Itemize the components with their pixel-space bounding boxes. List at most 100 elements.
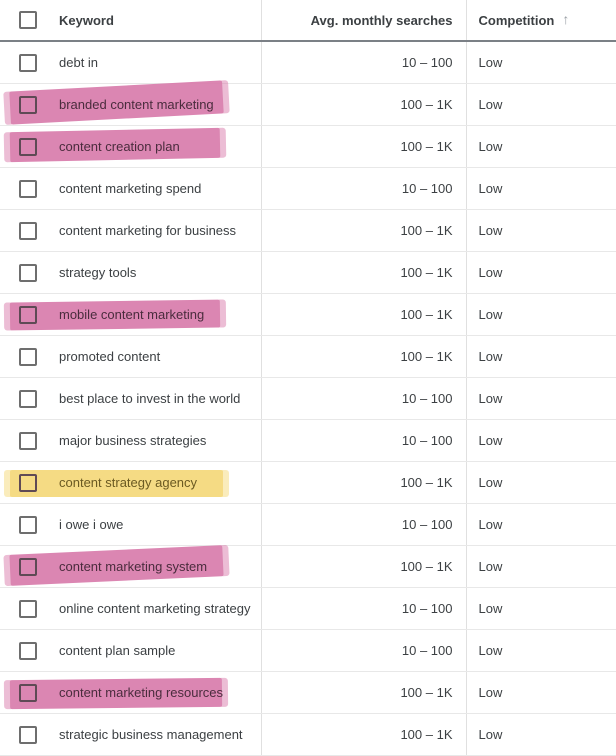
competition-value: Low	[478, 643, 503, 658]
avg-monthly-searches-value: 10 – 100	[401, 643, 453, 658]
avg-monthly-searches-value: 100 – 1K	[400, 559, 453, 574]
keyword-text: strategic business management	[59, 727, 243, 742]
cell-keyword: branded content marketing	[0, 80, 262, 126]
cell-avg-monthly-searches: 10 – 100	[261, 587, 467, 630]
table-row[interactable]: debt in 10 – 100 Low	[0, 41, 616, 84]
cell-keyword: content marketing system	[0, 545, 262, 588]
competition-value: Low	[478, 685, 503, 700]
cell-avg-monthly-searches: 100 – 1K	[261, 209, 467, 252]
table-row[interactable]: major business strategies 10 – 100 Low	[0, 419, 616, 462]
row-checkbox[interactable]	[19, 95, 37, 114]
cell-keyword: best place to invest in the world	[0, 377, 262, 420]
table-row[interactable]: content marketing resources 100 – 1K Low	[0, 671, 616, 714]
cell-avg-monthly-searches: 100 – 1K	[261, 713, 467, 756]
cell-competition: Low	[466, 713, 616, 756]
avg-monthly-searches-value: 100 – 1K	[400, 97, 453, 112]
avg-monthly-searches-value: 100 – 1K	[400, 265, 453, 280]
avg-monthly-searches-value: 100 – 1K	[400, 727, 453, 742]
table-row[interactable]: strategic business management 100 – 1K Low	[0, 713, 616, 756]
table-row[interactable]: content marketing for business 100 – 1K Lo…	[0, 209, 616, 252]
cell-avg-monthly-searches: 10 – 100	[261, 629, 467, 672]
table-row[interactable]: branded content marketing 100 – 1K Low	[0, 80, 616, 126]
row-checkbox[interactable]	[19, 305, 37, 324]
cell-competition: Low	[466, 545, 616, 588]
keyword-text: content marketing for business	[59, 223, 237, 238]
competition-value: Low	[478, 391, 503, 406]
cell-avg-monthly-searches: 10 – 100	[261, 41, 467, 84]
cell-competition: Low	[466, 629, 616, 672]
table-row[interactable]: content plan sample 10 – 100 Low	[0, 629, 616, 672]
table-row[interactable]: content marketing spend 10 – 100 Low	[0, 167, 616, 210]
row-checkbox[interactable]	[19, 53, 37, 72]
row-checkbox[interactable]	[19, 221, 37, 240]
cell-avg-monthly-searches: 100 – 1K	[261, 461, 467, 504]
row-checkbox[interactable]	[19, 557, 37, 576]
table-row[interactable]: best place to invest in the world 10 – 10…	[0, 377, 616, 420]
cell-avg-monthly-searches: 100 – 1K	[261, 545, 467, 588]
cell-keyword: debt in	[0, 41, 262, 84]
keyword-text: strategy tools	[59, 265, 137, 280]
table-row[interactable]: mobile content marketing 100 – 1K Low	[0, 293, 616, 336]
row-checkbox[interactable]	[19, 137, 37, 156]
keyword-text: content strategy agency	[59, 475, 198, 490]
cell-competition: Low	[466, 503, 616, 546]
row-checkbox[interactable]	[19, 725, 37, 744]
table-row[interactable]: content strategy agency 100 – 1K Low	[0, 461, 616, 504]
table-row[interactable]: i owe i owe 10 – 100 Low	[0, 503, 616, 546]
table-row[interactable]: content creation plan 100 – 1K Low	[0, 125, 616, 168]
row-checkbox[interactable]	[19, 683, 37, 702]
competition-value: Low	[478, 517, 503, 532]
header-cell-competition[interactable]: Competition ↑	[466, 0, 616, 42]
select-all-checkbox[interactable]	[19, 11, 37, 29]
row-checkbox[interactable]	[19, 389, 37, 408]
cell-keyword: content marketing spend	[0, 167, 262, 210]
avg-monthly-searches-value: 10 – 100	[401, 181, 453, 196]
table-row[interactable]: content marketing system 100 – 1K Low	[0, 545, 616, 588]
cell-keyword: content marketing resources	[0, 671, 262, 714]
cell-competition: Low	[466, 209, 616, 252]
avg-monthly-searches-value: 10 – 100	[401, 433, 453, 448]
competition-value: Low	[478, 349, 503, 364]
cell-competition: Low	[466, 251, 616, 294]
cell-competition: Low	[466, 671, 616, 714]
row-checkbox[interactable]	[19, 263, 37, 282]
table-header: Keyword Avg. monthly searches Competitio…	[0, 0, 616, 42]
row-checkbox[interactable]	[19, 431, 37, 450]
row-checkbox[interactable]	[19, 473, 37, 492]
avg-monthly-searches-value: 100 – 1K	[400, 349, 453, 364]
keyword-text: i owe i owe	[59, 517, 124, 532]
competition-value: Low	[478, 727, 503, 742]
row-checkbox[interactable]	[19, 347, 37, 366]
keyword-text: best place to invest in the world	[59, 391, 241, 406]
keyword-text: content marketing system	[59, 559, 208, 574]
competition-value: Low	[478, 265, 503, 280]
header-cell-keyword[interactable]: Keyword	[0, 0, 262, 42]
keyword-text: branded content marketing	[59, 97, 214, 112]
cell-competition: Low	[466, 377, 616, 420]
competition-value: Low	[478, 55, 503, 70]
table-row[interactable]: strategy tools 100 – 1K Low	[0, 251, 616, 294]
avg-monthly-searches-value: 10 – 100	[401, 55, 453, 70]
cell-keyword: i owe i owe	[0, 503, 262, 546]
keyword-text: content creation plan	[59, 139, 180, 154]
avg-monthly-searches-value: 100 – 1K	[400, 307, 453, 322]
row-checkbox[interactable]	[19, 641, 37, 660]
table-row[interactable]: promoted content 100 – 1K Low	[0, 335, 616, 378]
cell-keyword: strategic business management	[0, 713, 262, 756]
cell-keyword: promoted content	[0, 335, 262, 378]
competition-value: Low	[478, 307, 503, 322]
row-checkbox[interactable]	[19, 599, 37, 618]
cell-avg-monthly-searches: 10 – 100	[261, 167, 467, 210]
competition-value: Low	[478, 223, 503, 238]
cell-keyword: online content marketing strategy	[0, 587, 262, 630]
keyword-text: debt in	[59, 55, 99, 70]
cell-avg-monthly-searches: 10 – 100	[261, 377, 467, 420]
table-row[interactable]: online content marketing strategy 10 – 10…	[0, 587, 616, 630]
header-row: Keyword Avg. monthly searches Competitio…	[0, 0, 616, 42]
competition-value: Low	[478, 433, 503, 448]
row-checkbox[interactable]	[19, 179, 37, 198]
row-checkbox[interactable]	[19, 515, 37, 534]
header-label-volume: Avg. monthly searches	[310, 12, 453, 28]
cell-competition: Low	[466, 587, 616, 630]
header-cell-volume[interactable]: Avg. monthly searches	[261, 0, 467, 42]
